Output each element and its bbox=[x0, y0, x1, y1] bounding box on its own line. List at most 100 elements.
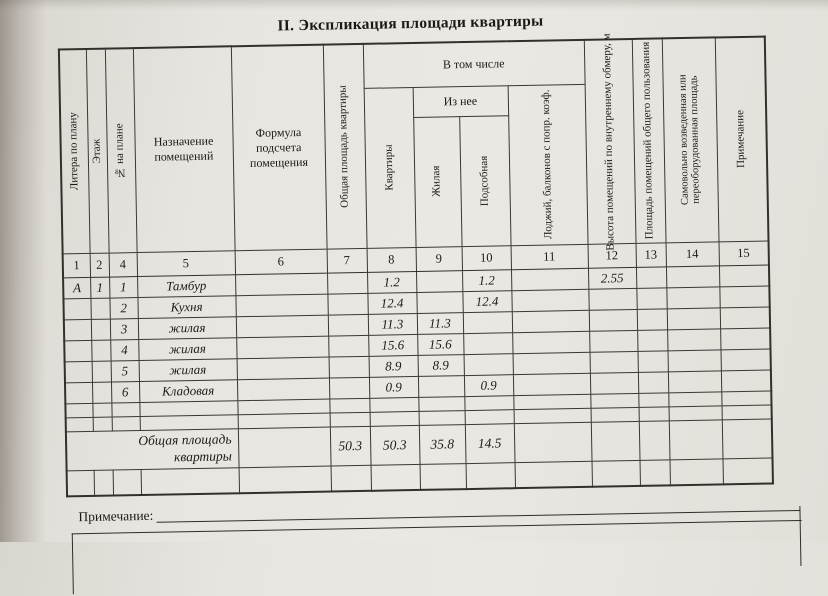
cell-unauthorized bbox=[667, 349, 721, 372]
header-nomer-label: № на плане bbox=[113, 122, 127, 179]
cell-num: 5 bbox=[110, 360, 139, 382]
cell-floor: 1 bbox=[90, 276, 110, 298]
header-obshchego-label: Площадь помещений общего пользования bbox=[640, 42, 656, 240]
cell-height: 2.55 bbox=[587, 266, 637, 289]
colnum-1: 1 bbox=[62, 252, 91, 278]
header-naznachenie: Назначение помещений bbox=[132, 46, 235, 253]
header-podsobnaya: Подсобная bbox=[459, 115, 511, 247]
totals-unauthorized bbox=[668, 419, 723, 460]
header-podsobnaya-label: Подсобная bbox=[477, 155, 491, 207]
header-vysota-label: Высота помещений по внутреннему обмеру, … bbox=[600, 32, 617, 251]
cell-auxiliary: 1.2 bbox=[461, 269, 512, 292]
cell-num: 3 bbox=[109, 318, 139, 340]
header-lodzhiy: Лоджий, балконов с попр. коэф. bbox=[507, 83, 588, 246]
cell-apartment: 1.2 bbox=[367, 270, 417, 293]
header-primechanie: Примечание bbox=[714, 36, 769, 242]
totals-formula bbox=[237, 426, 331, 468]
colnum-10: 10 bbox=[461, 245, 511, 271]
cell-formula bbox=[235, 272, 328, 296]
cell-unauthorized bbox=[667, 370, 722, 393]
header-vysota: Высота помещений по внутреннему обмеру, … bbox=[583, 33, 636, 250]
header-iz-nee: Из нее bbox=[412, 85, 509, 117]
cell-total-area bbox=[328, 355, 369, 378]
cell-num: 2 bbox=[109, 297, 138, 319]
cell-total-area bbox=[328, 334, 369, 357]
cell-litera bbox=[64, 339, 92, 362]
cell-purpose: Кладовая bbox=[138, 379, 238, 403]
cell-purpose: Кухня bbox=[137, 295, 236, 319]
cell-num: 1 bbox=[109, 276, 138, 298]
explication-table: Литера по плану Этаж № на плане Назначен… bbox=[57, 33, 774, 497]
page-title: II. Экспликация площади квартиры bbox=[277, 12, 544, 35]
cell-purpose: жилая bbox=[138, 337, 237, 361]
header-samovolno: Самовольно возведенная или переоборудова… bbox=[661, 37, 719, 243]
cell-litera bbox=[63, 318, 92, 341]
cell-common bbox=[637, 350, 668, 372]
colnum-8: 8 bbox=[366, 246, 416, 272]
cell-formula bbox=[235, 293, 328, 317]
cell-floor bbox=[91, 360, 111, 382]
header-lodzhiy-label: Лоджий, балконов с попр. коэф. bbox=[539, 89, 555, 240]
colnum-11: 11 bbox=[510, 243, 588, 270]
header-litera-label: Литера по плану bbox=[67, 112, 81, 191]
cell-total-area bbox=[327, 313, 369, 336]
cell-apartment: 8.9 bbox=[368, 354, 418, 377]
cell-unauthorized bbox=[666, 307, 721, 330]
totals-living: 35.8 bbox=[418, 424, 466, 464]
cell-unauthorized bbox=[665, 265, 720, 288]
cell-height bbox=[589, 329, 638, 352]
header-etazh-label: Этаж bbox=[90, 138, 103, 164]
totals-common bbox=[638, 420, 670, 460]
cell-floor bbox=[91, 339, 111, 361]
cell-auxiliary bbox=[463, 332, 513, 355]
cell-loggias bbox=[512, 372, 591, 396]
cell-note bbox=[720, 369, 772, 392]
cell-height bbox=[588, 287, 637, 310]
header-zhilaya: Жилая bbox=[413, 116, 462, 247]
cell-num: 4 bbox=[110, 339, 139, 361]
cell-living: 11.3 bbox=[416, 312, 464, 334]
colnum-4: 4 bbox=[108, 252, 138, 277]
header-formula: Формула подсчета помещения bbox=[230, 44, 327, 251]
document-page: II. Экспликация площади квартиры Литера … bbox=[57, 12, 803, 595]
note-section: Примечание: bbox=[78, 497, 801, 524]
colnum-7: 7 bbox=[326, 247, 368, 273]
cell-total-area bbox=[328, 376, 370, 399]
totals-loggias bbox=[513, 421, 592, 463]
cell-auxiliary: 0.9 bbox=[463, 374, 514, 397]
cell-loggias bbox=[512, 351, 590, 375]
cell-living bbox=[417, 375, 465, 397]
cell-note bbox=[718, 264, 770, 287]
totals-note bbox=[721, 418, 773, 459]
colnum-15: 15 bbox=[718, 240, 769, 266]
colnum-14: 14 bbox=[665, 241, 719, 267]
cell-apartment: 12.4 bbox=[367, 291, 417, 314]
header-litera-po-planu: Литера по плану bbox=[58, 48, 90, 254]
cell-living bbox=[415, 270, 463, 292]
cell-common bbox=[637, 371, 669, 393]
header-nomer-na-plane: № на плане bbox=[104, 48, 137, 253]
cell-litera bbox=[64, 360, 92, 383]
cell-living: 8.9 bbox=[417, 354, 464, 376]
cell-floor bbox=[90, 297, 110, 319]
cell-floor bbox=[90, 318, 111, 340]
cell-apartment: 11.3 bbox=[367, 312, 418, 335]
header-obshchaya-label: Общая площадь квартиры bbox=[336, 85, 352, 208]
colnum-13: 13 bbox=[635, 242, 666, 267]
header-row-group: Литера по плану Этаж № на плане Назначен… bbox=[58, 33, 769, 254]
cell-height bbox=[589, 350, 638, 373]
cell-auxiliary: 12.4 bbox=[462, 290, 512, 313]
cell-total-area bbox=[327, 292, 368, 315]
cell-purpose: жилая bbox=[137, 316, 237, 340]
cell-unauthorized bbox=[667, 328, 721, 351]
header-kvartiry-label: Квартиры bbox=[382, 144, 396, 191]
cell-loggias bbox=[511, 288, 589, 312]
cell-common bbox=[636, 287, 667, 309]
header-v-tom-chisle: В том числе bbox=[362, 39, 585, 88]
cell-litera: А bbox=[63, 276, 91, 299]
cell-note bbox=[719, 306, 771, 329]
totals-total-area: 50.3 bbox=[329, 425, 371, 466]
header-samovolno-label: Самовольно возведенная или переоборудова… bbox=[677, 74, 703, 206]
cell-formula bbox=[236, 356, 329, 380]
cell-unauthorized bbox=[666, 286, 720, 309]
